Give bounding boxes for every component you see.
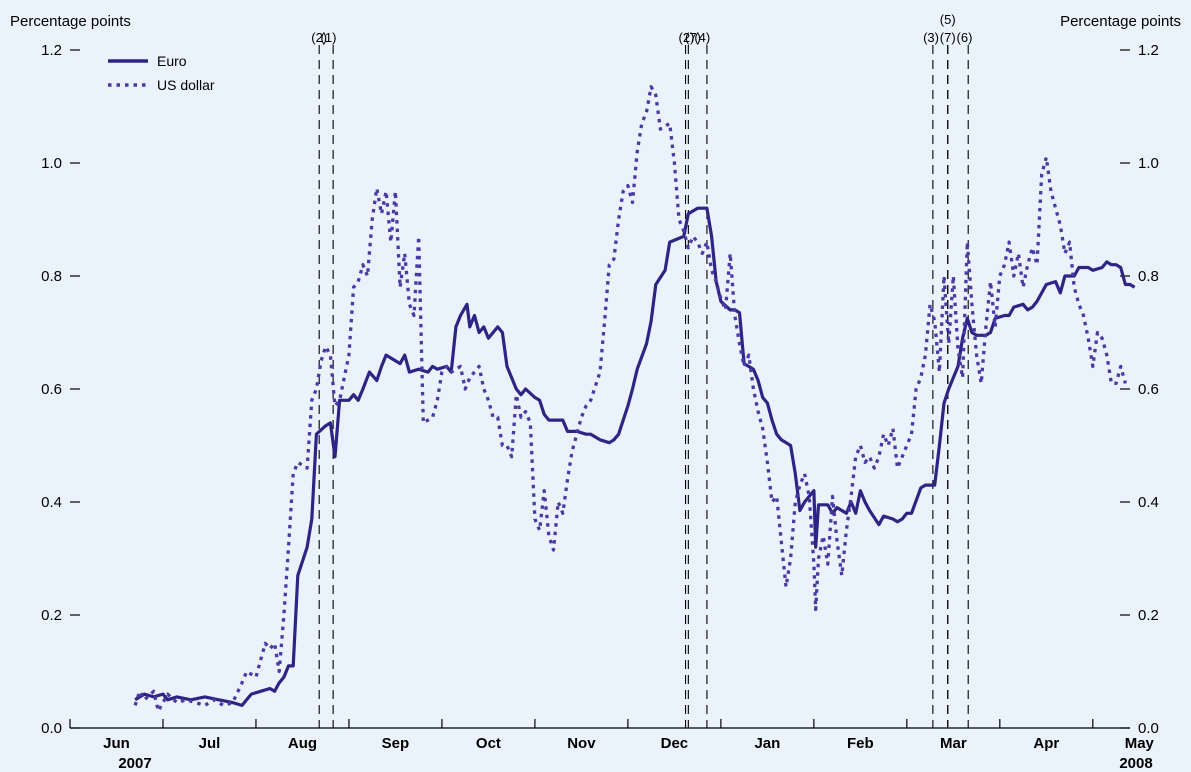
y-tick-label-left: 0.0 [41, 720, 62, 737]
legend-euro-label: Euro [157, 53, 187, 69]
y-tick-label-right: 0.0 [1138, 720, 1159, 737]
x-tick-label: Dec [661, 735, 689, 752]
x-tick-label: Jul [199, 735, 221, 752]
x-tick-label: Jan [754, 735, 780, 752]
y-tick-label-left: 1.2 [41, 42, 62, 59]
y-tick-label-left: 0.6 [41, 381, 62, 398]
y-tick-label-left: 0.8 [41, 268, 62, 285]
annotation-label: (4) [694, 30, 710, 45]
series [133, 85, 1136, 713]
x-tick-label: Apr [1033, 735, 1059, 752]
year-end-label: 2008 [1119, 755, 1152, 772]
x-tick-label: Oct [476, 735, 501, 752]
x-tick-label: Jun [103, 735, 130, 752]
y-tick-label-right: 0.6 [1138, 381, 1159, 398]
y-tick-label-left: 0.4 [41, 494, 62, 511]
annotation-label: (7) [685, 30, 701, 45]
axes: Jun Jul Aug Sep Oct Nov Dec Jan Feb Mar Apr May 0.0… [10, 13, 1181, 772]
annotations: (2)(1) (2)(7)(4) (3)(5)(7) (6) [311, 12, 972, 728]
annotation-label: (3) [923, 30, 939, 45]
x-tick-label: Feb [847, 735, 874, 752]
x-tick-label: Nov [567, 735, 596, 752]
y-tick-label-right: 0.4 [1138, 494, 1159, 511]
x-tick-label: May [1125, 735, 1155, 752]
x-ticks: Jun Jul Aug Sep Oct Nov Dec Jan Feb Mar Apr May [69, 719, 1155, 752]
y-tick-label-left: 1.0 [41, 155, 62, 172]
y-tick-label-right: 1.0 [1138, 155, 1159, 172]
x-tick-label: Sep [382, 735, 410, 752]
year-start-label: 2007 [118, 755, 151, 772]
legend-usd-label: US dollar [157, 77, 215, 93]
y-tick-label-right: 1.2 [1138, 42, 1159, 59]
annotation-label: (7) [940, 30, 956, 45]
y-tick-label-right: 0.8 [1138, 268, 1159, 285]
x-tick-label: Aug [288, 735, 317, 752]
series-line-euro [134, 206, 1136, 707]
legend: Euro US dollar [108, 53, 215, 93]
y-ticks-right: 0.0 0.2 0.4 0.6 0.8 1.0 1.2 [1120, 42, 1159, 737]
y-ticks-left: 0.0 0.2 0.4 0.6 0.8 1.0 1.2 [41, 42, 80, 737]
series-line-usd [133, 85, 1127, 713]
right-axis-title: Percentage points [1060, 13, 1181, 30]
y-tick-label-left: 0.2 [41, 607, 62, 624]
annotation-label: (1) [321, 30, 337, 45]
annotation-label: (6) [957, 30, 973, 45]
annotation-label: (2) [311, 30, 327, 45]
annotation-label: (5) [940, 12, 956, 27]
annotation-label: (2) [679, 30, 695, 45]
y-tick-label-right: 0.2 [1138, 607, 1159, 624]
left-axis-title: Percentage points [10, 13, 131, 30]
x-tick-label: Mar [940, 735, 967, 752]
